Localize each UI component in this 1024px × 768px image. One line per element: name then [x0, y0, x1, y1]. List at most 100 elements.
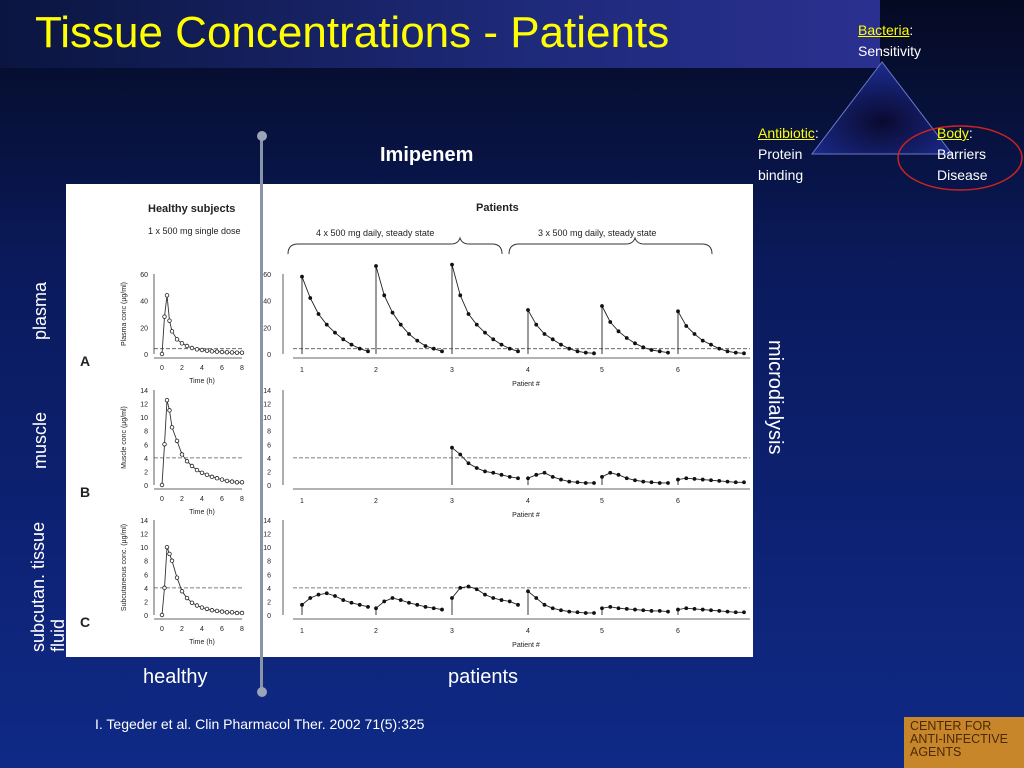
- patients-ytick-C-4: 8: [267, 559, 271, 566]
- patient-point-A-4-8: [666, 350, 670, 355]
- patient-point-B-3-7: [583, 481, 588, 485]
- healthy-ytick-C-5: 10: [140, 545, 148, 552]
- healthy-point-C-3: [167, 551, 172, 557]
- patient-point-C-0-3: [324, 591, 329, 596]
- patient-point-A-4-5: [641, 345, 646, 350]
- healthy-ytick-B-1: 2: [144, 469, 148, 476]
- patient-id-A-2: 3: [450, 367, 454, 374]
- time-tick-C-2: 4: [200, 626, 204, 633]
- patient-point-A-5-5: [717, 346, 722, 351]
- healthy-ytick-C-0: 0: [144, 613, 148, 620]
- patients-ytick-C-6: 12: [263, 532, 271, 539]
- patient-point-A-5-6: [725, 349, 730, 354]
- patient-id-B-4: 5: [600, 498, 604, 505]
- patient-id-C-2: 3: [450, 628, 454, 635]
- patient-point-C-2-4: [483, 592, 487, 597]
- healthy-point-B-13: [214, 476, 220, 481]
- time-tick-B-4: 8: [240, 496, 244, 503]
- patient-point-C-4-0: [600, 606, 604, 611]
- patient-point-C-3-6: [575, 610, 580, 615]
- patient-point-A-3-4: [559, 342, 563, 347]
- patients-ytick-C-5: 10: [263, 545, 271, 552]
- patient-point-C-4-1: [608, 604, 613, 609]
- patient-point-A-5-3: [700, 338, 705, 343]
- patient-point-A-2-1: [458, 293, 463, 298]
- patient-id-B-2: 3: [450, 498, 454, 505]
- patient-curve-B-3: [527, 472, 594, 485]
- patient-curve-A-3: [527, 308, 595, 354]
- patient-point-A-0-5: [341, 337, 346, 342]
- healthy-point-C-8: [189, 600, 195, 605]
- pk-figure: Healthy subjects 1 x 500 mg single dose Pa…: [80, 202, 750, 649]
- time-tick-A-0: 0: [160, 365, 164, 372]
- patient-id-B-5: 6: [676, 498, 680, 505]
- panel-letter-B: B: [80, 484, 90, 500]
- patient-point-C-1-8: [440, 607, 444, 612]
- patient-point-B-3-1: [534, 472, 539, 477]
- antibiotic-line-1: Protein: [758, 146, 803, 162]
- patient-point-C-2-3: [474, 587, 479, 592]
- patients-title: Patients: [476, 202, 519, 214]
- healthy-ytick-B-3: 6: [144, 442, 148, 449]
- patient-id-B-1: 2: [374, 498, 378, 505]
- group2-brace: [508, 236, 713, 255]
- drug-name: Imipenem: [380, 144, 474, 166]
- healthy-point-C-16: [229, 610, 235, 615]
- healthy-point-A-9: [194, 347, 200, 352]
- patient-curve-B-2: [451, 446, 519, 485]
- patient-point-C-4-6: [649, 609, 654, 613]
- patients-ytick-C-3: 6: [267, 572, 271, 579]
- time-tick-A-3: 6: [220, 365, 224, 372]
- row-label-subcutan: subcutan. tissue fluid: [28, 521, 68, 652]
- healthy-point-A-13: [214, 349, 220, 354]
- patient-point-C-5-2: [692, 606, 697, 611]
- time-tick-A-2: 4: [200, 365, 204, 372]
- healthy-point-A-17: [234, 350, 240, 355]
- time-tick-C-0: 0: [160, 626, 164, 633]
- healthy-point-B-0: [159, 482, 165, 488]
- patient-point-A-2-3: [474, 322, 479, 327]
- time-tick-A-4: 8: [240, 365, 244, 372]
- healthy-point-A-1: [162, 314, 167, 319]
- patient-point-A-0-0: [300, 274, 304, 279]
- figure-panel: Healthy subjects 1 x 500 mg single dose Pa…: [66, 184, 753, 657]
- healthy-point-B-1: [162, 442, 167, 447]
- patient-point-C-2-7: [507, 599, 512, 604]
- patient-point-A-0-6: [349, 342, 354, 347]
- divider-dot-bottom: [256, 687, 267, 697]
- patient-axis-label-A: Patient #: [512, 381, 540, 388]
- healthy-point-B-4: [169, 425, 175, 430]
- healthy-point-C-12: [209, 608, 215, 613]
- time-label-C: Time (h): [189, 639, 215, 646]
- group1-label: 4 x 500 mg daily, steady state: [316, 228, 434, 238]
- patient-point-A-2-8: [516, 349, 520, 354]
- time-label-B: Time (h): [189, 509, 215, 516]
- patients-label: patients: [448, 666, 519, 688]
- healthy-point-A-3: [167, 318, 172, 323]
- healthy-point-C-13: [214, 608, 220, 614]
- patient-point-B-2-4: [483, 469, 487, 474]
- patient-point-C-4-2: [616, 606, 621, 611]
- healthy-point-B-6: [179, 452, 185, 457]
- healthy-point-B-9: [194, 467, 200, 473]
- healthy-ytick-C-4: 8: [144, 559, 148, 566]
- patients-ytick-C-2: 4: [267, 586, 271, 593]
- patient-id-C-1: 2: [374, 628, 378, 635]
- patient-point-C-1-3: [398, 598, 403, 602]
- patient-point-B-5-4: [709, 478, 713, 483]
- patient-point-A-5-2: [692, 332, 697, 336]
- patients-ytick-C-1: 2: [267, 599, 271, 606]
- title-bar: [0, 0, 880, 68]
- patient-curve-B-4: [601, 472, 668, 485]
- patient-point-A-1-8: [440, 349, 444, 354]
- patient-point-A-2-2: [466, 312, 471, 316]
- patient-point-C-1-7: [431, 606, 436, 611]
- patient-point-C-2-5: [491, 596, 496, 600]
- healthy-point-A-11: [204, 348, 210, 353]
- healthy-ytick-B-0: 0: [144, 483, 148, 490]
- patient-point-A-2-0: [450, 262, 454, 267]
- microdialysis-label: microdialysis: [764, 340, 786, 455]
- patient-point-B-2-0: [450, 445, 454, 450]
- patients-ytick-B-3: 6: [267, 442, 271, 449]
- patient-id-A-4: 5: [600, 367, 604, 374]
